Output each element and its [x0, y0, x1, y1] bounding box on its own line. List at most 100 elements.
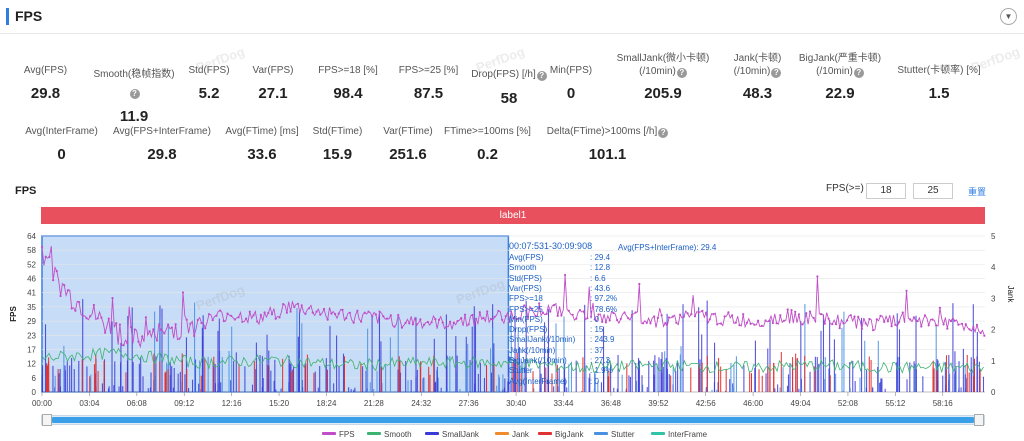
help-icon[interactable]: ? — [129, 89, 140, 99]
tooltip-extra: Avg(FPS+InterFrame): 29.4 — [618, 243, 717, 252]
legend-item-fps[interactable]: FPS — [322, 430, 355, 439]
fps-point — [612, 311, 615, 314]
stat-value: 87.5 — [413, 85, 444, 102]
y-tick-label: 29 — [27, 317, 36, 326]
fps-point — [812, 316, 815, 320]
legend-swatch — [651, 432, 665, 435]
tooltip-value: : 15 — [590, 325, 604, 335]
scroll-handle-left[interactable] — [42, 414, 52, 426]
scroll-handle-right[interactable] — [974, 414, 984, 426]
y-tick-label: 12 — [27, 360, 36, 369]
fps-point — [912, 316, 916, 319]
fps-point — [141, 335, 144, 338]
fps-point — [909, 318, 912, 321]
fps-point — [115, 322, 118, 325]
legend-item-jank[interactable]: Jank — [495, 430, 529, 439]
fps-point — [957, 323, 960, 326]
help-icon[interactable]: ? — [658, 128, 669, 138]
fps-point — [129, 326, 133, 329]
fps-point — [667, 316, 671, 319]
y-tick-label: 17 — [27, 345, 36, 354]
label-bar[interactable]: label1 — [41, 207, 985, 224]
fps-point — [705, 311, 708, 314]
fps-point — [619, 317, 622, 320]
tooltip-value: : 37 — [590, 345, 604, 355]
y2-tick-label: 5 — [991, 232, 996, 241]
time-range-scrollbar[interactable] — [41, 414, 985, 426]
legend-item-stutter[interactable]: Stutter — [594, 430, 635, 439]
fps-point — [860, 327, 864, 330]
fps-point — [230, 314, 233, 317]
legend-swatch — [425, 432, 439, 435]
fps-point — [853, 315, 856, 318]
reset-button[interactable]: 重置 — [968, 187, 987, 197]
fps-point — [649, 322, 652, 325]
stat-11: Stutter(卡顿率) [%] 1.5 — [895, 64, 983, 102]
stat2-4: Var(FTime) 251.6 — [372, 125, 444, 163]
fps-threshold-high-input[interactable]: 25 — [913, 183, 953, 199]
fps-point — [315, 310, 318, 313]
legend-swatch — [594, 432, 608, 435]
fps-threshold-low-input[interactable]: 18 — [866, 183, 906, 199]
stat-label: Delta(FTime)>100ms [/h]? — [545, 125, 670, 138]
y2-tick-label: 0 — [991, 388, 996, 397]
fps-point — [664, 322, 667, 325]
tooltip-key: SmallJank(/10min) — [509, 335, 576, 345]
stat-4: FPS>=18 [%] 98.4 — [307, 64, 389, 102]
fps-point — [449, 320, 452, 323]
fps-point — [319, 313, 322, 316]
fps-point — [311, 311, 314, 314]
fps-point — [256, 320, 259, 323]
fps-point — [897, 321, 901, 324]
fps-point — [107, 317, 110, 320]
fps-point — [419, 318, 422, 321]
fps-point — [768, 319, 771, 322]
fps-point — [857, 315, 860, 318]
chevron-down-icon[interactable]: ▼ — [1000, 8, 1017, 25]
help-icon[interactable]: ? — [536, 71, 547, 81]
legend-label: Smooth — [384, 430, 412, 439]
fps-point — [304, 312, 307, 315]
fps-point — [334, 313, 337, 316]
fps-point — [296, 302, 300, 305]
fps-chart[interactable]: 0612172329354146525864012345FPSJank00:00… — [0, 226, 1024, 414]
help-icon[interactable]: ? — [771, 68, 782, 78]
fps-point — [204, 327, 207, 330]
fps-point — [382, 315, 385, 318]
fps-point — [834, 323, 838, 326]
fps-point — [931, 318, 934, 321]
fps-point — [567, 309, 570, 312]
tooltip-value: : 43.6 — [590, 283, 611, 293]
tooltip-value: : 0 — [590, 376, 599, 386]
fps-point — [100, 316, 103, 319]
fps-point — [63, 284, 66, 287]
fps-point — [838, 327, 841, 330]
fps-point — [293, 305, 296, 309]
stat-6: Drop(FPS) [/h]? 58 — [465, 64, 553, 107]
fps-point — [174, 323, 177, 326]
fps-point — [385, 317, 389, 320]
fps-point — [85, 317, 88, 320]
fps-point — [404, 321, 407, 324]
help-icon[interactable]: ? — [676, 68, 687, 78]
fps-point — [152, 328, 155, 331]
fps-point — [178, 337, 181, 340]
fps-point — [189, 322, 192, 325]
fps-point — [211, 319, 214, 322]
fps-point — [360, 320, 363, 323]
stat-label: Var(FTime) — [383, 126, 433, 137]
stat-label: Std(FTime) — [312, 126, 363, 137]
fps-point — [482, 316, 485, 319]
tooltip-key: BigJank(/10min) — [509, 356, 567, 365]
tooltip-value: : 29.4 — [590, 253, 611, 262]
y-tick-label: 0 — [32, 388, 37, 397]
legend-item-bigjank[interactable]: BigJank — [538, 430, 583, 439]
legend-item-interframe[interactable]: InterFrame — [651, 430, 707, 439]
help-icon[interactable]: ? — [853, 68, 864, 78]
fps-point — [274, 317, 277, 320]
legend-item-smooth[interactable]: Smooth — [367, 430, 412, 439]
fps-point — [708, 318, 711, 321]
fps-point — [716, 323, 719, 326]
scroll-range[interactable] — [52, 417, 974, 423]
legend-item-smalljank[interactable]: SmallJank — [425, 430, 479, 439]
